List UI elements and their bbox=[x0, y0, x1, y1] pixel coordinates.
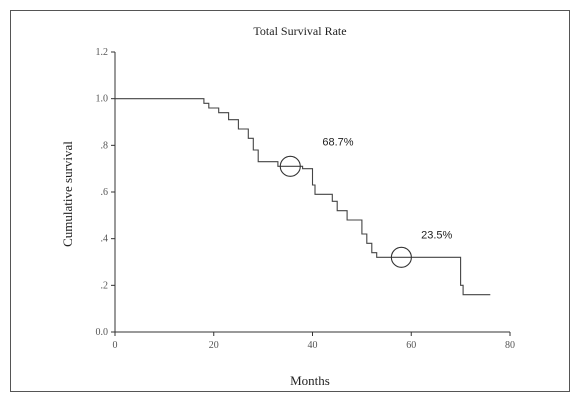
x-axis-label: Months bbox=[290, 373, 330, 388]
y-tick-label: 1.2 bbox=[96, 47, 109, 58]
survival-curve bbox=[115, 98, 491, 296]
y-tick-label: 0.0 bbox=[96, 327, 109, 338]
x-tick-label: 0 bbox=[113, 340, 118, 351]
x-tick-label: 40 bbox=[308, 340, 318, 351]
annotation-label: 68.7% bbox=[322, 136, 353, 148]
axes: 0.0 .2 .4 .6 .8 1.0 1.2 0 20 40 60 80 bbox=[96, 47, 516, 351]
chart-title: Total Survival Rate bbox=[253, 24, 346, 38]
y-tick-label: .4 bbox=[101, 234, 109, 245]
y-axis-label: Cumulative survival bbox=[60, 141, 75, 247]
x-tick-label: 80 bbox=[505, 340, 515, 351]
y-tick-label: .6 bbox=[101, 187, 109, 198]
marker-circle bbox=[279, 155, 301, 177]
marker-circle bbox=[390, 246, 412, 268]
chart-frame bbox=[10, 10, 570, 392]
y-tick-label: .8 bbox=[101, 140, 109, 151]
annotation-label: 23.5% bbox=[421, 230, 452, 242]
x-tick-label: 20 bbox=[209, 340, 219, 351]
plot-area: 68.7% 23.5% bbox=[115, 98, 491, 296]
x-tick-label: 60 bbox=[406, 340, 416, 351]
y-tick-label: .2 bbox=[101, 280, 109, 291]
y-tick-label: 1.0 bbox=[96, 94, 109, 105]
